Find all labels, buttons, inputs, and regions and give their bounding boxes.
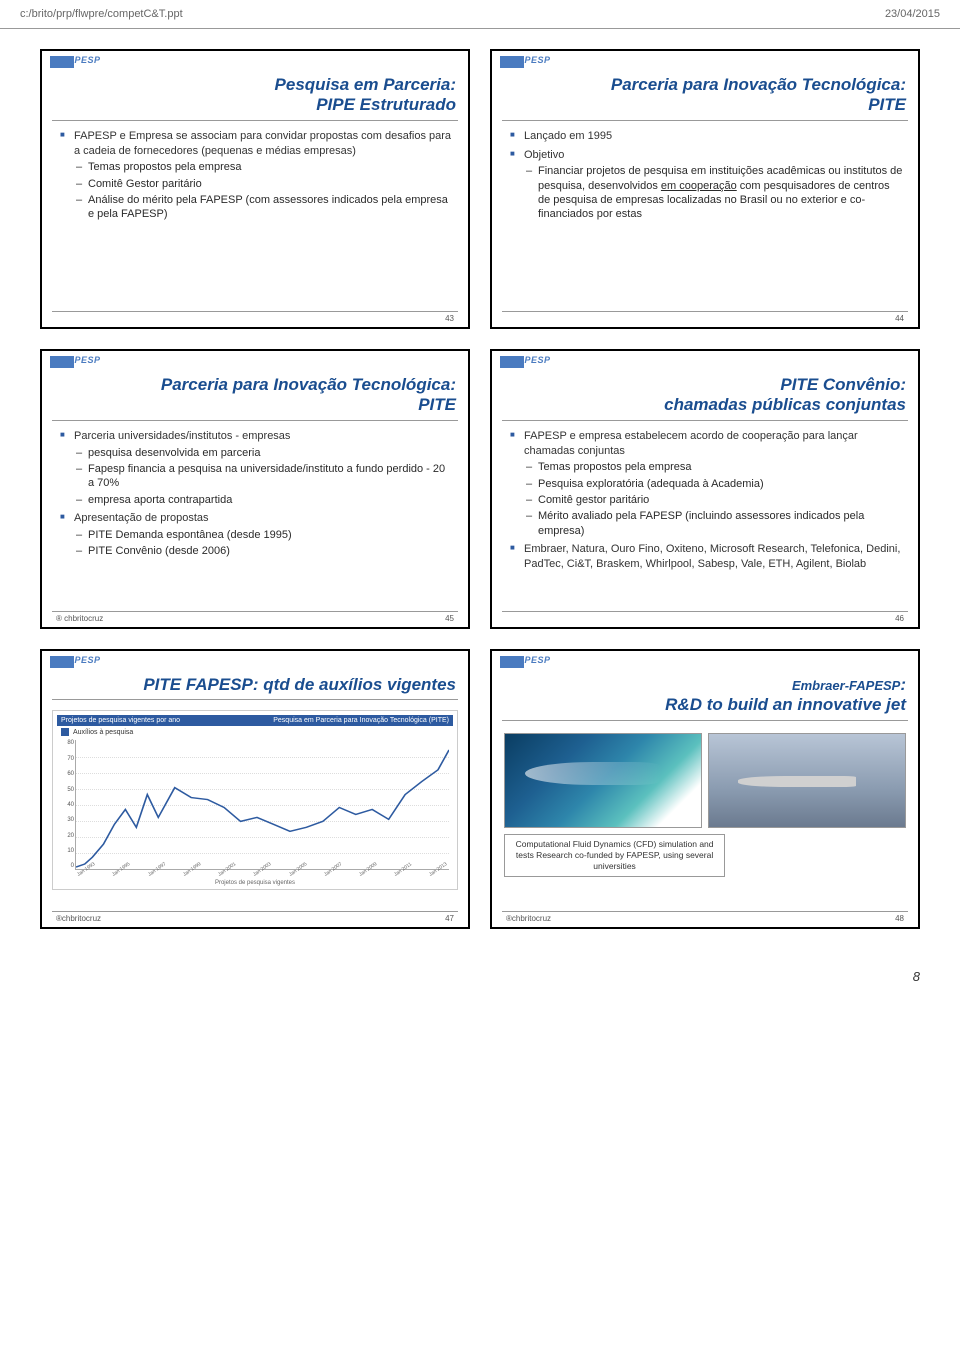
- divider: [52, 420, 458, 421]
- sub-bullet: Fapesp financia a pesquisa na universida…: [74, 462, 454, 491]
- sub-bullet: Mérito avaliado pela FAPESP (incluindo a…: [524, 509, 904, 538]
- fapesp-logo: [50, 356, 110, 368]
- slide-footer: ®chbritocruz48: [502, 911, 908, 927]
- slide-43: Pesquisa em Parceria:PIPE Estruturado FA…: [40, 49, 470, 329]
- page-number-footer: 8: [0, 949, 960, 994]
- slide-body: Projetos de pesquisa vigentes por anoPes…: [42, 706, 468, 911]
- slide-47: PITE FAPESP: qtd de auxílios vigentes Pr…: [40, 649, 470, 929]
- slide-body: Lançado em 1995 Objetivo Financiar proje…: [492, 127, 918, 311]
- image-row: [504, 733, 906, 828]
- legend-square-icon: [61, 728, 69, 736]
- fapesp-logo: [500, 56, 560, 68]
- file-date: 23/04/2015: [885, 8, 940, 20]
- slide-title: Embraer-FAPESP: R&D to build an innovati…: [492, 673, 918, 720]
- slide-body: FAPESP e empresa estabelecem acordo de c…: [492, 427, 918, 611]
- slide-footer: ® chbritocruz45: [52, 611, 458, 627]
- slide-46: PITE Convênio:chamadas públicas conjunta…: [490, 349, 920, 629]
- line-chart: [76, 740, 449, 869]
- chart-legend: Auxílios à pesquisa: [57, 726, 453, 738]
- sub-bullet: pesquisa desenvolvida em parceria: [74, 446, 454, 460]
- slide-title: PITE Convênio:chamadas públicas conjunta…: [492, 373, 918, 420]
- bullet: Lançado em 1995: [510, 129, 904, 144]
- y-axis: 8070 6050 4030 2010 0: [60, 740, 74, 869]
- sub-bullet: empresa aporta contrapartida: [74, 493, 454, 507]
- slide-45: Parceria para Inovação Tecnológica:PITE …: [40, 349, 470, 629]
- sub-bullet: PITE Demanda espontânea (desde 1995): [74, 528, 454, 542]
- file-path: c:/brito/prp/flwpre/competC&T.ppt: [20, 8, 183, 20]
- sub-bullet: Financiar projetos de pesquisa em instit…: [524, 164, 904, 221]
- slide-footer: 44: [502, 311, 908, 327]
- sub-bullet: Comitê gestor paritário: [524, 493, 904, 507]
- bullet: Apresentação de propostas PITE Demanda e…: [60, 511, 454, 558]
- bullet: Objetivo Financiar projetos de pesquisa …: [510, 148, 904, 222]
- fapesp-logo: [50, 656, 110, 668]
- slide-title: Parceria para Inovação Tecnológica:PITE: [42, 373, 468, 420]
- divider: [502, 720, 908, 721]
- sub-bullet: Comitê Gestor paritário: [74, 177, 454, 191]
- divider: [52, 699, 458, 700]
- slide-footer: 46: [502, 611, 908, 627]
- slide-48: Embraer-FAPESP: R&D to build an innovati…: [490, 649, 920, 929]
- sub-bullet: Temas propostos pela empresa: [524, 460, 904, 474]
- slide-title: PITE FAPESP: qtd de auxílios vigentes: [42, 673, 468, 699]
- cfd-simulation-image: [504, 733, 702, 828]
- chart-x-caption: Projetos de pesquisa vigentes: [57, 880, 453, 886]
- slide-body: Parceria universidades/institutos - empr…: [42, 427, 468, 611]
- fapesp-logo: [50, 56, 110, 68]
- slide-footer: 43: [52, 311, 458, 327]
- sub-bullet: Pesquisa exploratória (adequada à Academ…: [524, 477, 904, 491]
- slide-44: Parceria para Inovação Tecnológica:PITE …: [490, 49, 920, 329]
- slide-title: Parceria para Inovação Tecnológica:PITE: [492, 73, 918, 120]
- divider: [52, 120, 458, 121]
- slides-grid: Pesquisa em Parceria:PIPE Estruturado FA…: [0, 29, 960, 949]
- bullet: FAPESP e empresa estabelecem acordo de c…: [510, 429, 904, 538]
- page-header: c:/brito/prp/flwpre/competC&T.ppt 23/04/…: [0, 0, 960, 29]
- sub-bullet: PITE Convênio (desde 2006): [74, 544, 454, 558]
- image-caption: Computational Fluid Dynamics (CFD) simul…: [504, 834, 725, 877]
- bullet: Embraer, Natura, Ouro Fino, Oxiteno, Mic…: [510, 542, 904, 572]
- sub-bullet: Temas propostos pela empresa: [74, 160, 454, 174]
- chart-container: Projetos de pesquisa vigentes por anoPes…: [52, 710, 458, 890]
- divider: [502, 420, 908, 421]
- chart-title-bar: Projetos de pesquisa vigentes por anoPes…: [57, 715, 453, 726]
- fapesp-logo: [500, 356, 560, 368]
- fapesp-logo: [500, 656, 560, 668]
- slide-title: Pesquisa em Parceria:PIPE Estruturado: [42, 73, 468, 120]
- x-axis: Jan 1993Jan 1995 Jan 1997Jan 1999 Jan 20…: [76, 873, 449, 879]
- slide-body: FAPESP e Empresa se associam para convid…: [42, 127, 468, 311]
- chart-area: 8070 6050 4030 2010 0 Jan 1993Jan 1995: [75, 740, 449, 870]
- divider: [502, 120, 908, 121]
- slide-body: Computational Fluid Dynamics (CFD) simul…: [492, 727, 918, 911]
- slide-footer: ®chbritocruz47: [52, 911, 458, 927]
- sub-bullet: Análise do mérito pela FAPESP (com asses…: [74, 193, 454, 222]
- aircraft-image: [708, 733, 906, 828]
- bullet: FAPESP e Empresa se associam para convid…: [60, 129, 454, 222]
- bullet: Parceria universidades/institutos - empr…: [60, 429, 454, 507]
